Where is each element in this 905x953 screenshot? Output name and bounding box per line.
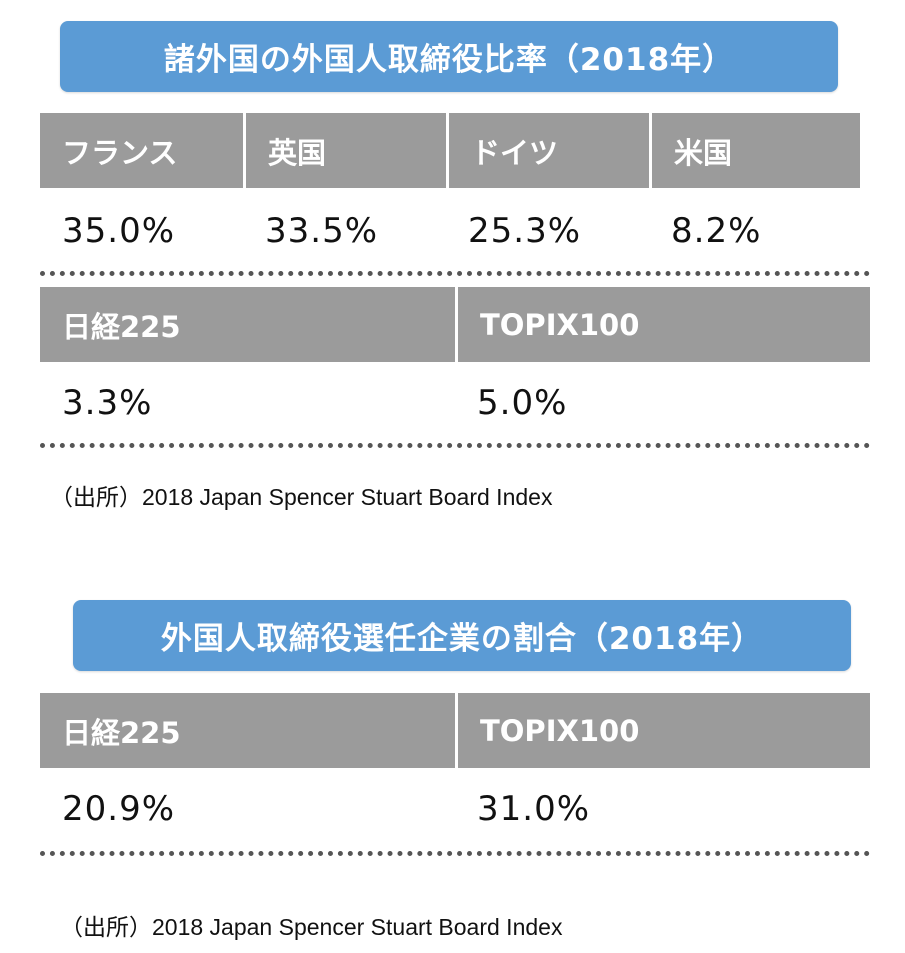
chart-2-title: 外国人取締役選任企業の割合（2018年） [73, 600, 851, 671]
value-germany: 25.3% [468, 211, 582, 251]
value-france: 35.0% [62, 211, 176, 251]
value-topix100: 31.0% [477, 789, 591, 829]
value-uk: 33.5% [265, 211, 379, 251]
header-nikkei225: 日経225 [40, 693, 455, 768]
chart-1-title: 諸外国の外国人取締役比率（2018年） [60, 21, 838, 92]
chart-1-index-value-row: 3.3% 5.0% [40, 365, 870, 441]
dotted-divider [40, 271, 870, 276]
value-nikkei225: 20.9% [62, 789, 176, 829]
dotted-divider [40, 851, 870, 856]
chart-1-country-header-row: フランス 英国 ドイツ 米国 [40, 113, 860, 188]
header-topix100: TOPIX100 [455, 287, 870, 362]
value-topix100: 5.0% [477, 383, 568, 423]
chart-1-source-note: （出所）2018 Japan Spencer Stuart Board Inde… [50, 484, 553, 510]
header-nikkei225: 日経225 [40, 287, 455, 362]
header-topix100: TOPIX100 [455, 693, 870, 768]
chart-2-index-value-row: 20.9% 31.0% [40, 771, 870, 847]
chart-2-index-header-row: 日経225 TOPIX100 [40, 693, 870, 768]
chart-1-index-header-row: 日経225 TOPIX100 [40, 287, 870, 362]
header-germany: ドイツ [446, 113, 649, 188]
header-france: フランス [40, 113, 243, 188]
header-usa: 米国 [649, 113, 860, 188]
value-nikkei225: 3.3% [62, 383, 153, 423]
chart-2-source-note: （出所）2018 Japan Spencer Stuart Board Inde… [60, 914, 563, 940]
chart-1-country-value-row: 35.0% 33.5% 25.3% 8.2% [40, 192, 860, 270]
dotted-divider [40, 443, 870, 448]
value-usa: 8.2% [671, 211, 762, 251]
header-uk: 英国 [243, 113, 446, 188]
